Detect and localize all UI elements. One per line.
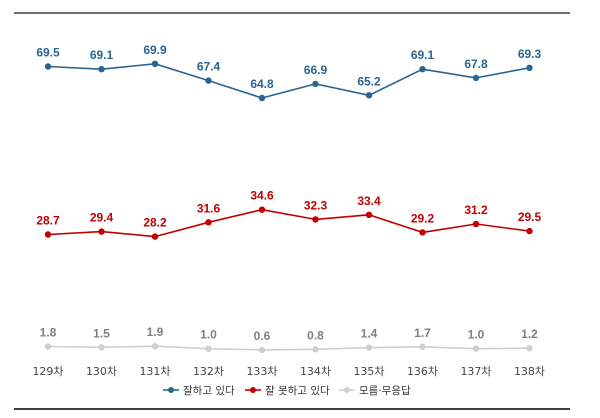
data-label-0-4: 64.8 <box>250 77 274 91</box>
data-label-2-3: 1.0 <box>200 328 217 342</box>
x-tick-label: 136차 <box>407 365 438 378</box>
data-label-2-2: 1.9 <box>147 325 164 339</box>
data-label-0-1: 69.1 <box>90 48 114 62</box>
legend-label-0: 잘하고 있다 <box>183 384 235 397</box>
data-point-2-0 <box>44 343 52 350</box>
data-point-1-1 <box>98 228 105 235</box>
legend-label-1: 잘 못하고 있다 <box>265 384 330 397</box>
data-point-2-1 <box>98 344 105 351</box>
x-tick-label: 130차 <box>86 365 117 378</box>
data-label-0-9: 69.3 <box>518 47 542 61</box>
data-point-1-2 <box>151 233 159 240</box>
data-point-1-6 <box>365 211 373 218</box>
data-point-2-6 <box>365 344 373 351</box>
data-label-2-9: 1.2 <box>521 327 538 341</box>
x-tick-label: 135차 <box>353 365 384 378</box>
data-label-1-2: 28.2 <box>143 216 167 230</box>
x-tick-label: 132차 <box>193 365 224 378</box>
data-label-2-7: 1.7 <box>414 326 431 340</box>
legend-marker-0 <box>168 387 174 393</box>
x-tick-label: 138차 <box>514 365 545 378</box>
data-point-0-8 <box>472 74 480 82</box>
data-point-1-8 <box>472 220 480 228</box>
data-label-2-6: 1.4 <box>361 327 378 341</box>
x-tick-label: 129차 <box>32 365 63 378</box>
data-point-0-1 <box>98 66 105 73</box>
data-point-2-7 <box>419 343 426 350</box>
data-point-1-5 <box>312 216 319 223</box>
data-point-0-5 <box>312 80 319 88</box>
data-label-1-4: 34.6 <box>250 189 274 203</box>
series-line-0 <box>47 62 530 99</box>
data-point-0-0 <box>44 63 52 70</box>
data-label-0-8: 67.8 <box>464 57 488 71</box>
x-tick-label: 131차 <box>139 365 170 378</box>
legend-label-2: 모름·무응답 <box>359 385 411 397</box>
data-label-2-5: 0.8 <box>307 328 324 342</box>
data-point-2-5 <box>312 346 319 353</box>
data-point-0-2 <box>151 60 159 67</box>
data-point-1-0 <box>44 231 52 238</box>
data-label-1-0: 28.7 <box>36 214 60 228</box>
data-label-0-6: 65.2 <box>357 74 381 88</box>
data-label-1-6: 33.4 <box>357 194 381 208</box>
data-label-1-5: 32.3 <box>304 198 328 212</box>
data-label-1-1: 29.4 <box>90 211 114 225</box>
data-point-0-7 <box>419 66 426 73</box>
series-line-2 <box>47 345 530 351</box>
legend-marker-1 <box>250 387 256 393</box>
data-point-1-3 <box>205 219 212 226</box>
data-point-2-4 <box>258 346 266 354</box>
data-label-1-7: 29.2 <box>411 211 435 225</box>
data-point-1-7 <box>419 229 426 236</box>
data-point-2-8 <box>472 345 480 352</box>
data-label-1-9: 29.5 <box>518 210 542 224</box>
data-label-0-0: 69.5 <box>36 46 60 60</box>
data-label-0-7: 69.1 <box>411 48 435 62</box>
top-rule <box>14 12 570 14</box>
legend-marker-2 <box>344 387 350 393</box>
data-label-1-8: 31.2 <box>464 203 488 217</box>
x-tick-label: 137차 <box>460 365 491 378</box>
data-label-2-0: 1.8 <box>40 326 57 340</box>
data-point-0-3 <box>205 77 212 84</box>
x-tick-label: 133차 <box>246 365 277 378</box>
data-point-2-2 <box>151 343 159 350</box>
data-point-0-9 <box>526 64 533 72</box>
series-line-1 <box>47 208 530 238</box>
data-point-0-6 <box>365 92 373 99</box>
data-point-0-4 <box>258 94 266 102</box>
bottom-rule <box>14 408 570 410</box>
data-label-1-3: 31.6 <box>197 201 221 215</box>
data-point-2-9 <box>526 345 533 352</box>
data-label-2-1: 1.5 <box>93 326 110 340</box>
data-label-2-8: 1.0 <box>468 328 485 342</box>
data-label-0-3: 67.4 <box>197 60 221 74</box>
data-label-2-4: 0.6 <box>254 329 271 343</box>
data-label-0-2: 69.9 <box>143 43 167 57</box>
data-point-1-4 <box>258 206 266 213</box>
data-point-1-9 <box>526 227 533 235</box>
data-label-0-5: 66.9 <box>304 63 328 77</box>
data-point-2-3 <box>205 345 212 352</box>
x-tick-label: 134차 <box>300 365 331 378</box>
